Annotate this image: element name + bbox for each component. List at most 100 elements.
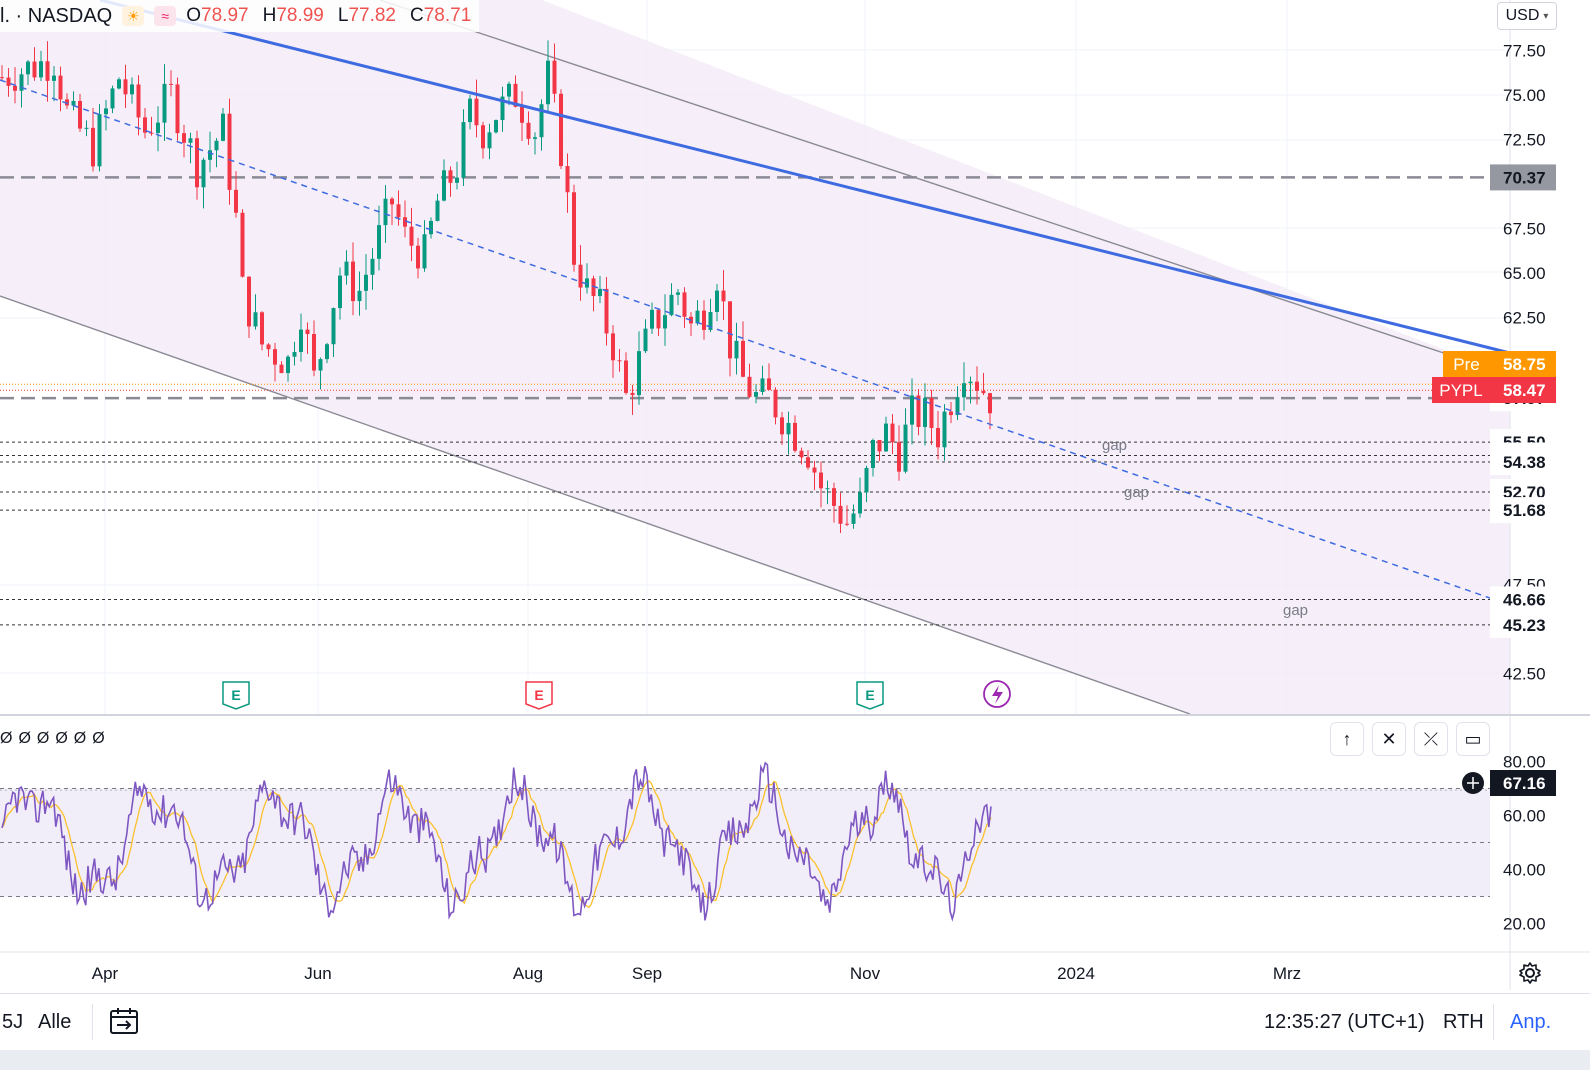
candle-body [435,200,440,221]
collapse-icon[interactable]: ⤫ [1414,722,1448,756]
candle-body [695,310,700,324]
candle-body [266,344,271,350]
candle-body [806,457,810,468]
candle-body [227,113,232,190]
candle-body [624,360,628,393]
candle-body [383,198,388,226]
clock-time[interactable]: 12:35:27 (UTC+1) [1264,1011,1425,1033]
gap-label: gap [1102,437,1127,454]
candle-body [455,177,459,183]
currency-selector[interactable]: USD ▾ [1497,2,1557,30]
candle-body [552,60,557,94]
candle-body [507,83,511,97]
candle-body [78,100,82,129]
close-icon[interactable]: ✕ [1372,722,1406,756]
price-label: 54.38 [1503,453,1546,472]
range-5y-button[interactable]: 5J [2,1011,24,1033]
candle-body [825,488,830,490]
candle-body [526,122,531,139]
candle-body [559,93,563,167]
candle-body [793,422,797,451]
candle-body [767,378,771,390]
gap-labels: gap gap gap [1102,437,1308,619]
arrow-up-icon[interactable]: ↑ [1330,722,1364,756]
candle-body [897,442,901,472]
candle-body [318,359,323,371]
candle-body [832,488,836,506]
candle-body [942,411,947,448]
earnings-icon [222,681,250,710]
rsi-tick: 20.00 [1503,915,1546,934]
candle-body [565,166,570,193]
currency-label: USD [1505,7,1540,24]
earnings-label: E [231,687,240,703]
lightning-icon [992,685,1003,704]
candle-body [708,312,713,330]
adjust-button[interactable]: Anp. [1510,1011,1552,1033]
candle-body [26,61,30,75]
candle-body [279,364,284,374]
candle-body [104,108,108,115]
rsi-tick: 60.00 [1503,807,1546,826]
candle-body [377,225,381,259]
candle-body [858,492,862,514]
close-value: C78.71 [409,5,472,26]
symbol-header: l. · NASDAQ ☀ ≈ O78.97 H78.99 L77.82 C78… [0,0,480,32]
symbol-title[interactable]: l. · NASDAQ [0,4,113,27]
candle-body [143,117,147,133]
price-label-box [1490,449,1556,476]
candle-body [39,61,43,78]
candle-body [299,329,303,353]
price-label-box [1490,586,1556,613]
price-label: 46.66 [1503,590,1546,609]
time-tick: Mrz [1273,964,1301,983]
candle-body [468,98,472,123]
candle-body [754,392,758,397]
candle-body [136,84,141,118]
calendar-goto-icon[interactable] [108,1006,142,1036]
candle-body [234,189,238,213]
rsi-axis: 80.00 60.00 40.00 20.00 67.16 [1462,753,1556,934]
gear-icon[interactable] [1517,960,1543,986]
candle-body [474,98,479,126]
candle-body [910,395,914,425]
session-button[interactable]: RTH [1443,1011,1484,1033]
candle-body [429,220,433,235]
rsi-tick: 80.00 [1503,753,1546,772]
price-tick: 75.00 [1503,86,1546,105]
candle-body [598,288,602,297]
candle-body [916,395,921,427]
price-badge-name: PYPL [1439,381,1482,400]
market-hours-icon[interactable]: ☀ [122,6,145,26]
candle-body [637,351,641,396]
candle-body [396,204,401,218]
candle-body [773,389,778,418]
price-tick: 67.50 [1503,220,1546,239]
candle-body [442,170,446,201]
candle-body [221,113,225,141]
divider [1493,1004,1494,1040]
range-all-button[interactable]: Alle [38,1011,72,1033]
candle-body [169,83,173,85]
candle-body [721,290,726,302]
candle-body [520,106,524,123]
candle-body [611,333,615,361]
candle-body [370,258,375,275]
time-tick: Apr [92,964,119,983]
candle-body [416,245,420,269]
time-tick: Nov [850,964,881,983]
gap-label: gap [1283,602,1308,619]
candle-body [260,312,264,345]
price-badge-name-box [1443,351,1490,377]
candle-body [325,344,329,360]
candle-body [884,423,888,452]
candle-body [955,397,960,416]
candle-body [949,411,953,416]
channel-lines [0,0,1511,715]
candle-body [903,424,908,472]
time-tick: 2024 [1057,964,1095,983]
price-tick: 72.50 [1503,131,1546,150]
wave-icon[interactable]: ≈ [154,6,177,26]
maximize-icon[interactable]: ▭ [1456,722,1490,756]
